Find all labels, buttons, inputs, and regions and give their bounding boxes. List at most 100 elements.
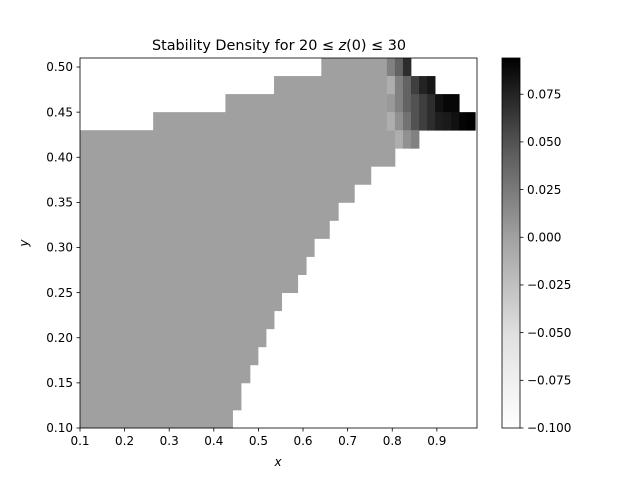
x-tick-label: 0.2 (115, 434, 134, 448)
heatmap-row-cell (80, 211, 339, 221)
heatmap-cell (402, 130, 412, 140)
heatmap-cell (427, 121, 436, 131)
heatmap-cell (435, 121, 444, 131)
heatmap-cells (80, 58, 476, 429)
heatmap-cell (451, 112, 460, 122)
heatmap-row-cell (80, 382, 242, 393)
x-tick-label: 0.5 (249, 434, 268, 448)
heatmap-cell (402, 112, 412, 122)
heatmap-row-cell (80, 319, 275, 330)
colorbar-tick-label: −0.050 (527, 326, 571, 340)
heatmap-cell (410, 112, 420, 122)
x-axis-label: x (273, 455, 282, 469)
heatmap-cell (427, 103, 436, 113)
heatmap-row-cell (80, 373, 251, 384)
heatmap-cell (402, 139, 412, 149)
heatmap-row-cell (80, 175, 372, 185)
heatmap-row-cell (225, 94, 388, 104)
y-tick-label: 0.25 (46, 286, 73, 300)
heatmap-cell (394, 94, 404, 104)
heatmap-cell (443, 121, 452, 131)
heatmap-row-cell (225, 103, 388, 113)
heatmap-row-cell (80, 193, 355, 203)
y-tick-label: 0.45 (46, 105, 73, 119)
heatmap-row-cell (80, 166, 372, 176)
heatmap-row-cell (80, 328, 267, 339)
heatmap-row-cell (80, 202, 339, 212)
heatmap-row-cell (80, 229, 330, 239)
y-tick-label: 0.30 (46, 241, 73, 255)
heatmap-cell (410, 103, 420, 113)
heatmap-row-cell (80, 337, 267, 348)
y-tick-label: 0.10 (46, 421, 73, 435)
heatmap-cell (410, 85, 420, 95)
heatmap-row-cell (80, 391, 242, 402)
x-tick-label: 0.3 (160, 434, 179, 448)
heatmap-row-cell (80, 355, 259, 366)
heatmap-cell (386, 76, 396, 86)
heatmap-cell (394, 58, 404, 68)
heatmap-cell (394, 103, 404, 113)
heatmap-cell (427, 94, 436, 104)
heatmap-cell (386, 112, 396, 122)
heatmap-row-cell (80, 346, 259, 357)
heatmap-cell (386, 67, 396, 77)
heatmap-row-cell (153, 121, 388, 131)
y-tick-label: 0.20 (46, 331, 73, 345)
heatmap-cell (410, 130, 420, 140)
heatmap-cell (402, 121, 412, 131)
colorbar-tick-label: −0.075 (527, 374, 571, 388)
heatmap-row-cell (80, 400, 242, 411)
colorbar-tick-label: −0.025 (527, 278, 571, 292)
heatmap-row-cell (80, 139, 396, 149)
colorbar-axis: −0.100 −0.075 −0.050 −0.025 0.000 0.025 0.050 0… (520, 87, 571, 435)
heatmap-cell (427, 85, 436, 95)
heatmap-cell (419, 112, 428, 122)
heatmap-cell (427, 112, 436, 122)
heatmap-cell (410, 76, 420, 86)
heatmap-row-cell (274, 85, 388, 95)
heatmap-cell (435, 103, 444, 113)
heatmap-cell (419, 85, 428, 95)
x-tick-label: 0.1 (70, 434, 89, 448)
heatmap-row-cell (80, 310, 275, 321)
heatmap-row-cell (80, 274, 299, 285)
heatmap-row-cell (80, 130, 396, 140)
heatmap-row-cell (80, 184, 355, 194)
colorbar (501, 57, 521, 429)
heatmap-cell (402, 76, 412, 86)
heatmap-cell (394, 139, 404, 149)
heatmap-row-cell (80, 292, 283, 303)
y-tick-label: 0.50 (46, 60, 73, 74)
heatmap-cell (419, 121, 428, 131)
heatmap-cell (402, 58, 412, 68)
heatmap-cell (467, 112, 476, 122)
heatmap-cell (402, 103, 412, 113)
heatmap-cell (419, 103, 428, 113)
chart-title: Stability Density for 20 ≤ z(0) ≤ 30 (152, 38, 406, 54)
heatmap-row-cell (80, 157, 396, 167)
heatmap-cell (386, 85, 396, 95)
heatmap-cell (451, 121, 460, 131)
heatmap-row-cell (80, 418, 233, 429)
heatmap-row-cell (153, 112, 388, 122)
heatmap-cell (402, 67, 412, 77)
heatmap-cell (443, 103, 452, 113)
heatmap-row-cell (80, 409, 233, 420)
heatmap-cell (394, 121, 404, 131)
heatmap-cell (419, 94, 428, 104)
heatmap-cell (443, 112, 452, 122)
heatmap-cell (402, 85, 412, 95)
heatmap-cell (394, 85, 404, 95)
x-tick-label: 0.7 (338, 434, 357, 448)
heatmap-cell (467, 121, 476, 131)
heatmap-cell (451, 103, 460, 113)
colorbar-tick-label: 0.050 (527, 135, 561, 149)
heatmap-cell (410, 121, 420, 131)
y-tick-label: 0.15 (46, 376, 73, 390)
heatmap-row-cell (80, 220, 330, 230)
heatmap-cell (435, 112, 444, 122)
heatmap-cell (427, 76, 436, 86)
heatmap-cell (394, 67, 404, 77)
